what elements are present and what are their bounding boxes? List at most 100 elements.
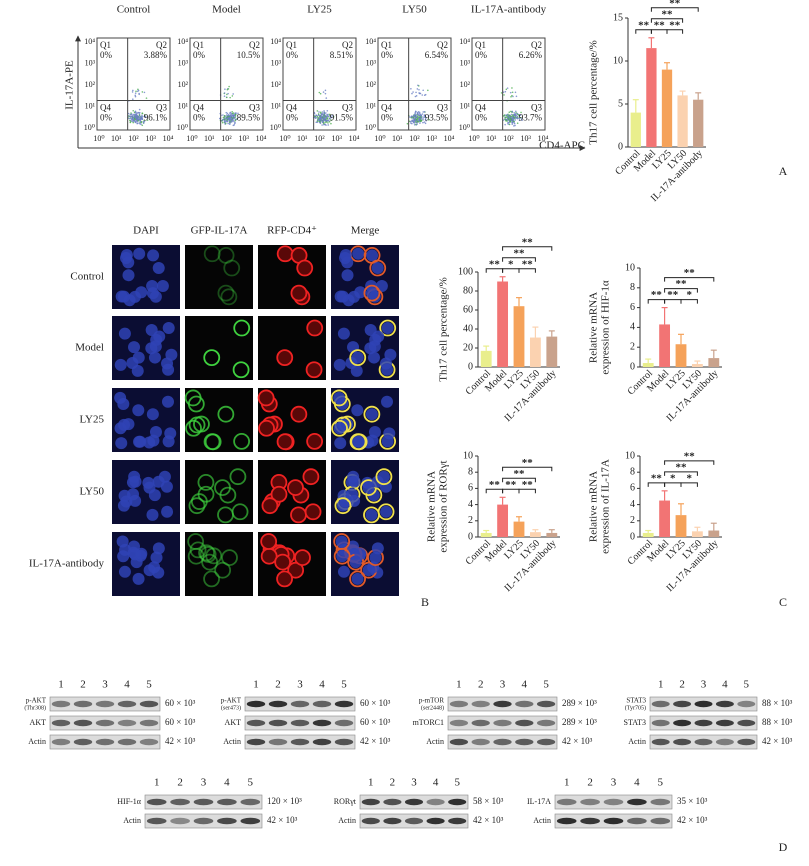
y-tick-label: 100 — [458, 266, 473, 277]
quadrant-value: 96.1% — [144, 113, 168, 123]
nucleus — [146, 508, 159, 521]
y-tick-label: 8 — [630, 282, 635, 293]
blot-band — [312, 738, 332, 746]
protein-name: Actin — [426, 737, 444, 746]
blot-band — [268, 738, 288, 746]
nucleus — [380, 505, 393, 518]
protein-name: Actin — [28, 737, 46, 746]
cell-dot — [226, 112, 229, 115]
cell-dot — [232, 112, 235, 114]
nucleus — [118, 565, 131, 578]
cell-dot — [231, 110, 233, 113]
blot-band — [650, 817, 671, 825]
x-tick-label: 10¹ — [392, 134, 403, 143]
molecular-weight: 60 × 10³ — [360, 717, 391, 727]
significance-label: * — [508, 258, 514, 270]
blot-band — [73, 719, 93, 727]
lane-number: 2 — [390, 777, 396, 789]
cell-dot — [328, 120, 331, 123]
cell-dot — [508, 121, 510, 124]
cell-dot — [510, 95, 512, 98]
plot-title: IL-17A-antibody — [471, 4, 547, 16]
cell-dot — [409, 120, 412, 123]
quadrant-value: 0% — [381, 113, 394, 123]
blot-band — [95, 719, 115, 727]
cell-dot — [505, 114, 507, 116]
cell-dot — [141, 118, 144, 120]
blot-band — [580, 817, 600, 825]
cell-dot — [138, 108, 141, 111]
quadrant-value: 3.88% — [144, 50, 168, 60]
x-tick-label: 10³ — [146, 134, 157, 143]
significance-label: ** — [522, 236, 534, 248]
nucleus — [380, 395, 393, 408]
merged-cell — [349, 433, 367, 451]
cell-dot — [129, 121, 132, 123]
blot-band — [268, 719, 288, 727]
blot-band — [73, 738, 93, 746]
nucleus — [152, 542, 165, 555]
cell-dot — [132, 98, 134, 101]
lane-number: 5 — [341, 679, 347, 691]
nucleus — [128, 290, 141, 303]
significance-label: ** — [638, 19, 650, 31]
y-tick-label: 10² — [366, 80, 377, 89]
cell-dot — [131, 117, 133, 120]
flow-plot-frame — [377, 37, 452, 131]
blot-band — [139, 738, 159, 746]
blot-band — [404, 798, 424, 806]
lane-number: 1 — [154, 777, 160, 789]
lane-number: 2 — [275, 679, 281, 691]
cell-dot — [326, 109, 329, 112]
cell-dot — [129, 117, 132, 120]
column-title: GFP-IL-17A — [191, 225, 248, 237]
cell-dot — [134, 94, 137, 97]
quadrant-name: Q4 — [100, 103, 111, 113]
cell-dot — [421, 94, 424, 96]
blot-band — [334, 719, 354, 727]
x-tick-label: 10⁴ — [444, 134, 455, 143]
rfp-cell — [276, 349, 294, 367]
rfp-cell — [294, 549, 311, 567]
cell-dot — [416, 88, 419, 90]
cell-dot — [520, 111, 522, 114]
y-tick-label: 10³ — [460, 58, 471, 67]
cell-dot — [222, 116, 225, 119]
blot-band — [240, 817, 261, 825]
blot-band — [170, 817, 190, 825]
protein-name: Actin — [628, 737, 646, 746]
bar — [691, 364, 703, 367]
significance-label: ** — [667, 289, 679, 301]
cell-dot — [134, 116, 137, 118]
cell-dot — [423, 121, 426, 123]
cell-dot — [417, 112, 419, 115]
cell-dot — [416, 123, 419, 125]
micrograph — [185, 316, 253, 380]
panel-label: D — [779, 840, 788, 854]
x-tick-label: 10¹ — [204, 134, 215, 143]
y-tick-label: 10⁴ — [177, 37, 188, 46]
cell-dot — [234, 119, 237, 122]
cell-dot — [136, 115, 139, 117]
bar — [677, 95, 688, 147]
cell-dot — [316, 115, 319, 118]
plot-title: LY25 — [307, 4, 332, 16]
cell-dot — [228, 121, 231, 123]
protein-site: (ser473) — [221, 704, 241, 711]
nucleus — [341, 269, 354, 282]
y-tick-label: 4 — [468, 499, 473, 510]
significance-label: ** — [651, 472, 663, 484]
cell-dot — [504, 90, 507, 93]
cell-dot — [510, 119, 513, 122]
cell-dot — [134, 95, 137, 98]
y-axis-label: Th17 cell percentage/% — [588, 40, 600, 144]
protein-name: RORγt — [334, 797, 357, 806]
cell-dot — [414, 121, 417, 123]
cell-dot — [515, 112, 517, 114]
molecular-weight: 60 × 10³ — [360, 698, 391, 708]
nucleus — [371, 262, 384, 275]
cell-dot — [329, 117, 331, 120]
quadrant-name: Q2 — [249, 40, 260, 50]
